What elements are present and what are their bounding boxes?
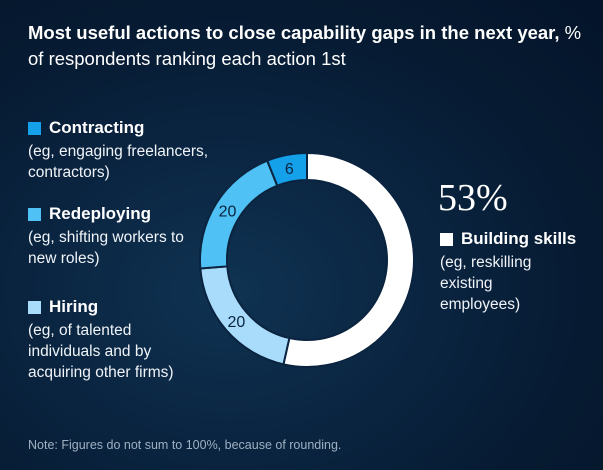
legend-item-contracting: Contracting (eg, engaging freelancers, c… <box>28 117 248 183</box>
title-bold: Most useful actions to close capability … <box>28 22 560 43</box>
data-label-redeploying: 20 <box>219 204 237 221</box>
legend-item-redeploying: Redeploying (eg, shifting workers to new… <box>28 203 248 269</box>
footnote: Note: Figures do not sum to 100%, becaus… <box>28 438 342 452</box>
legend-desc-contracting: (eg, engaging freelancers, contractors) <box>28 143 209 181</box>
legend-swatch-building-skills <box>440 232 453 246</box>
legend-label-contracting: Contracting <box>49 118 145 137</box>
data-label-hiring: 20 <box>227 314 245 331</box>
title-subtitle: % of respondents ranking each action 1st <box>28 22 582 69</box>
legend-label-hiring: Hiring <box>49 297 99 316</box>
legend-desc-redeploying: (eg, shifting workers to new roles) <box>28 229 184 267</box>
legend-label-redeploying: Redeploying <box>49 204 152 223</box>
legend-item-building-skills: Building skills (eg, reskilling existing… <box>440 228 600 315</box>
data-label-contracting: 6 <box>285 161 294 178</box>
donut-slice-contracting <box>265 151 308 188</box>
legend-desc-building-skills: (eg, reskilling existing employees) <box>440 254 532 313</box>
donut-slice-redeploying <box>199 159 279 270</box>
chart-title: Most useful actions to close capability … <box>28 20 588 72</box>
legend-label-building-skills: Building skills <box>461 229 577 248</box>
legend-item-hiring: Hiring (eg, of talented individuals and … <box>28 296 248 383</box>
legend-swatch-hiring <box>28 300 41 314</box>
legend-swatch-redeploying <box>28 207 41 221</box>
legend-desc-hiring: (eg, of talented individuals and by acqu… <box>28 322 174 381</box>
legend-swatch-contracting <box>28 121 41 135</box>
donut-slice-building <box>282 151 415 368</box>
building-skills-percent: 53% <box>438 177 508 219</box>
